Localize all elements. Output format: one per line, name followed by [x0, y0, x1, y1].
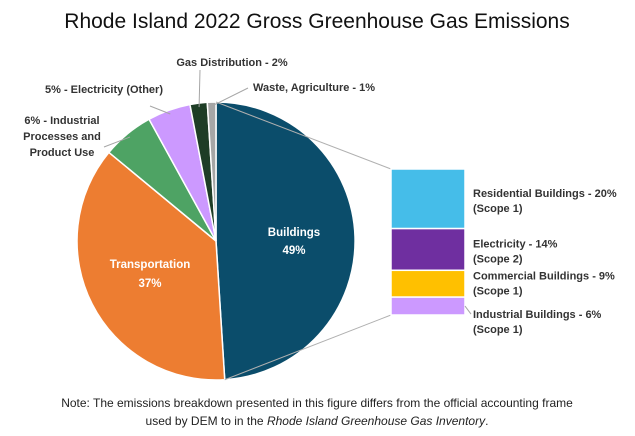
- connector-bottom: [224, 314, 392, 381]
- label-buildings-name: Buildings: [268, 227, 320, 239]
- chart-title: Rhode Island 2022 Gross Greenhouse Gas E…: [64, 10, 569, 33]
- segment-electricity-scope: (Scope 2): [473, 253, 523, 265]
- segment-commercial-buildings-scope: (Scope 1): [473, 286, 523, 298]
- label-transportation-value: 37%: [138, 278, 161, 290]
- label-transportation-name: Transportation: [110, 259, 191, 271]
- label-gas-distribution: Gas Distribution - 2%: [176, 57, 287, 69]
- footnote-inventory-title: Rhode Island Greenhouse Gas Inventory: [266, 414, 486, 428]
- label-waste-agriculture: Waste, Agriculture - 1%: [253, 82, 375, 94]
- buildings-breakdown-bar: Residential Buildings - 20% (Scope 1) Elec…: [215, 101, 617, 381]
- segment-commercial-buildings-label: Commercial Buildings - 9%: [473, 271, 615, 283]
- label-industrial-line2: Processes and: [23, 131, 101, 143]
- segment-residential-buildings-label: Residential Buildings - 20%: [473, 188, 617, 200]
- pie-slices: [76, 101, 356, 381]
- segment-electricity: [390, 227, 466, 272]
- segment-commercial-buildings: [390, 269, 466, 298]
- footnote-line2: used by DEM to in the Rhode Island Green…: [6, 412, 628, 430]
- slice-transportation: [76, 151, 226, 381]
- pie-chart: Rhode Island 2022 Gross Greenhouse Gas E…: [23, 10, 617, 381]
- segment-electricity-label: Electricity - 14%: [473, 238, 558, 250]
- segment-residential-buildings: [390, 168, 466, 230]
- segment-industrial-buildings-scope: (Scope 1): [473, 324, 523, 336]
- leader-industrial-buildings: [464, 305, 472, 315]
- label-industrial-line3: Product Use: [30, 147, 95, 159]
- slice-waste-agriculture: [206, 101, 217, 242]
- connector-top: [215, 101, 392, 170]
- slice-buildings: [215, 101, 356, 381]
- footnote-line2-prefix: used by DEM to in the: [145, 414, 267, 428]
- footnote-line2-suffix: .: [485, 414, 489, 428]
- label-buildings-value: 49%: [282, 245, 305, 257]
- footnote: Note: The emissions breakdown presented …: [6, 394, 628, 430]
- label-electricity-other: 5% - Electricity (Other): [45, 84, 163, 96]
- leader-industrial: [103, 136, 131, 148]
- segment-industrial-buildings: [390, 296, 466, 316]
- leader-gas-distribution: [198, 69, 201, 108]
- slice-labels: 5% - Electricity (Other) Gas Distributio…: [23, 57, 375, 290]
- footnote-line1: Note: The emissions breakdown presented …: [61, 396, 573, 410]
- leader-electricity-other: [149, 105, 171, 115]
- segment-residential-buildings-scope: (Scope 1): [473, 203, 523, 215]
- segment-industrial-buildings-label: Industrial Buildings - 6%: [473, 309, 602, 321]
- label-industrial-line1: 6% - Industrial: [24, 115, 99, 127]
